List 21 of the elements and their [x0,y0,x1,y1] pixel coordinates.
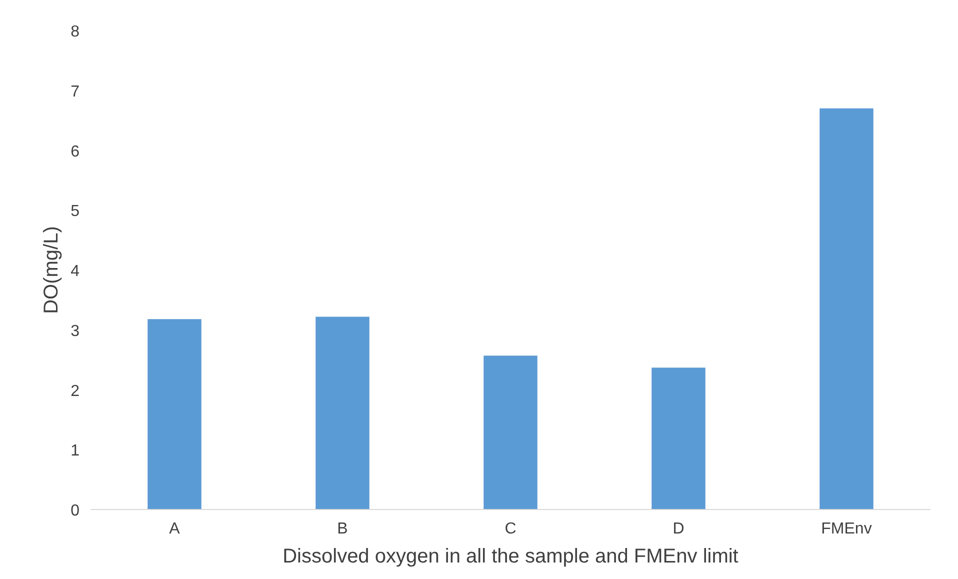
y-axis-title: DO(mg/L) [40,226,63,314]
x-tick-label: D [672,520,684,538]
y-tick-label: 3 [70,322,80,340]
x-axis-title: Dissolved oxygen in all the sample and FMEnv limit [282,546,739,568]
x-tick-label: A [169,520,180,538]
x-tick-label: FMEnv [821,520,872,538]
y-tick-label: 4 [70,263,80,280]
x-tick-label: C [504,520,516,538]
bar [652,368,706,510]
y-tick-label: 0 [70,502,80,520]
y-tick-label: 8 [70,24,80,40]
bar [820,108,874,510]
y-tick-label: 2 [70,382,80,400]
y-tick-label: 5 [70,203,80,220]
y-tick-label: 7 [70,83,80,100]
bar [484,356,538,510]
bar [316,316,370,510]
x-tick-label: B [337,520,348,538]
y-tick-label: 1 [70,442,80,460]
bar [148,319,202,510]
y-tick-label: 6 [70,143,80,160]
